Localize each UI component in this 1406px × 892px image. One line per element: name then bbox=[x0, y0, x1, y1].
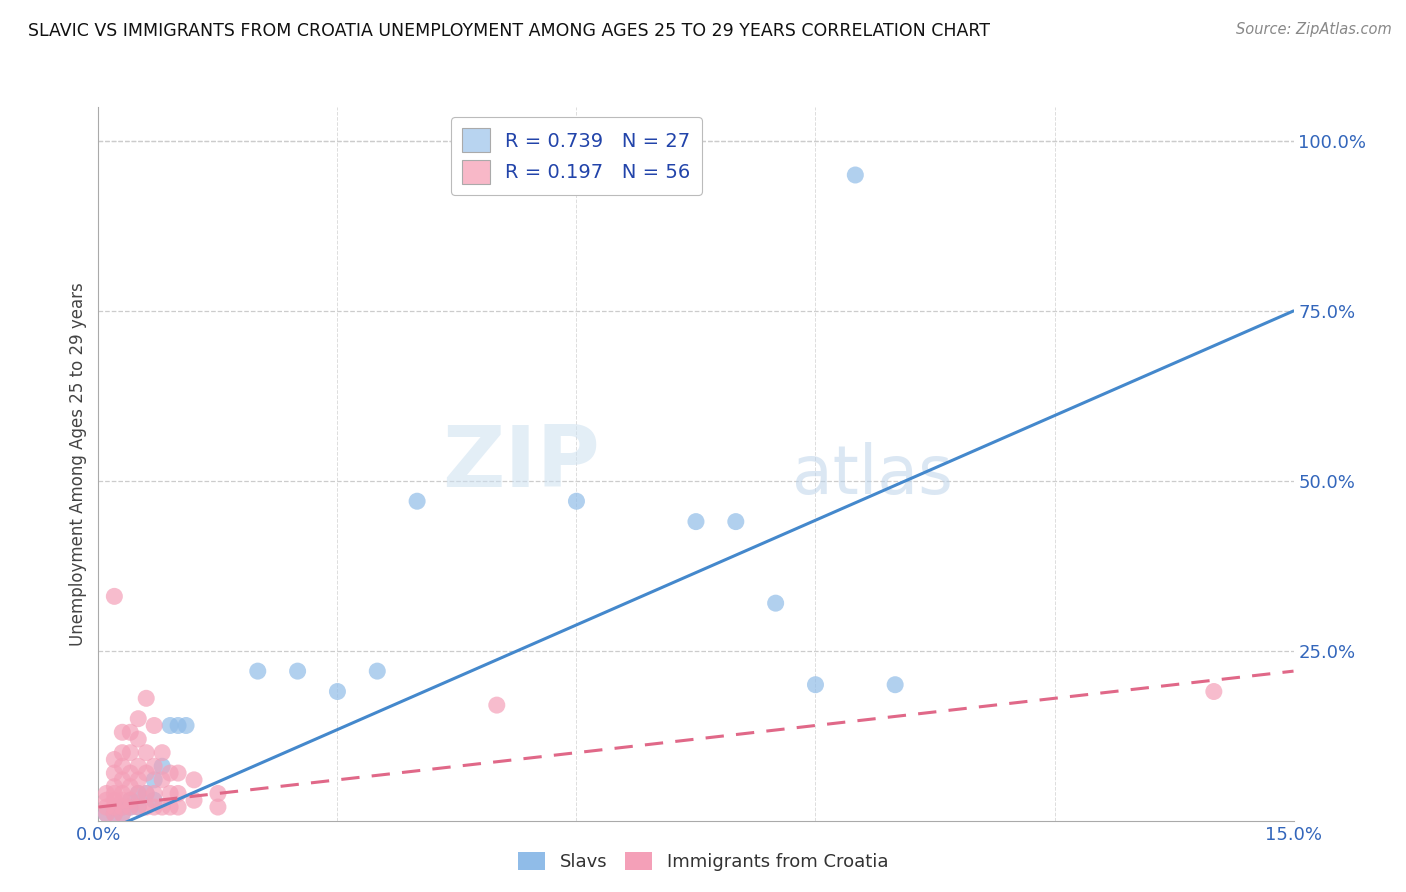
Point bbox=[207, 800, 229, 814]
Point bbox=[167, 787, 190, 801]
Point bbox=[120, 800, 142, 814]
Point bbox=[159, 766, 181, 780]
Point bbox=[143, 718, 166, 732]
Point bbox=[135, 787, 157, 801]
Legend: R = 0.739   N = 27, R = 0.197   N = 56: R = 0.739 N = 27, R = 0.197 N = 56 bbox=[451, 117, 702, 195]
Point bbox=[103, 806, 125, 821]
Point bbox=[111, 787, 134, 801]
Point bbox=[183, 772, 205, 787]
Point bbox=[111, 806, 134, 821]
Point bbox=[685, 515, 707, 529]
Point bbox=[120, 800, 142, 814]
Point bbox=[120, 793, 142, 807]
Point bbox=[111, 800, 134, 814]
Point bbox=[159, 787, 181, 801]
Point bbox=[143, 793, 166, 807]
Point bbox=[111, 793, 134, 807]
Point bbox=[150, 772, 173, 787]
Text: SLAVIC VS IMMIGRANTS FROM CROATIA UNEMPLOYMENT AMONG AGES 25 TO 29 YEARS CORRELA: SLAVIC VS IMMIGRANTS FROM CROATIA UNEMPL… bbox=[28, 22, 990, 40]
Point bbox=[174, 718, 197, 732]
Point bbox=[120, 746, 142, 760]
Point bbox=[135, 787, 157, 801]
Point bbox=[565, 494, 588, 508]
Point bbox=[103, 780, 125, 794]
Text: ZIP: ZIP bbox=[443, 422, 600, 506]
Point bbox=[96, 787, 118, 801]
Point bbox=[120, 766, 142, 780]
Point bbox=[150, 746, 173, 760]
Point bbox=[844, 168, 866, 182]
Text: Source: ZipAtlas.com: Source: ZipAtlas.com bbox=[1236, 22, 1392, 37]
Point bbox=[406, 494, 429, 508]
Point bbox=[143, 800, 166, 814]
Point bbox=[135, 691, 157, 706]
Point bbox=[96, 806, 118, 821]
Point bbox=[143, 787, 166, 801]
Point bbox=[111, 806, 134, 821]
Point bbox=[1202, 684, 1225, 698]
Point bbox=[127, 732, 149, 747]
Point bbox=[765, 596, 787, 610]
Point bbox=[135, 766, 157, 780]
Point bbox=[103, 806, 125, 821]
Point bbox=[167, 718, 190, 732]
Point bbox=[724, 515, 747, 529]
Point bbox=[326, 684, 349, 698]
Point bbox=[183, 793, 205, 807]
Point bbox=[127, 787, 149, 801]
Point bbox=[159, 800, 181, 814]
Point bbox=[127, 800, 149, 814]
Point bbox=[485, 698, 508, 712]
Point bbox=[287, 664, 309, 678]
Point bbox=[96, 800, 118, 814]
Point bbox=[103, 590, 125, 604]
Point bbox=[127, 800, 149, 814]
Point bbox=[143, 759, 166, 773]
Point bbox=[103, 800, 125, 814]
Point bbox=[96, 806, 118, 821]
Point bbox=[103, 787, 125, 801]
Point bbox=[127, 772, 149, 787]
Text: atlas: atlas bbox=[792, 442, 952, 508]
Point bbox=[884, 678, 907, 692]
Point bbox=[366, 664, 388, 678]
Point bbox=[127, 712, 149, 726]
Point bbox=[111, 800, 134, 814]
Point bbox=[120, 725, 142, 739]
Point bbox=[143, 772, 166, 787]
Point bbox=[103, 766, 125, 780]
Point bbox=[150, 759, 173, 773]
Point bbox=[135, 746, 157, 760]
Point bbox=[120, 780, 142, 794]
Y-axis label: Unemployment Among Ages 25 to 29 years: Unemployment Among Ages 25 to 29 years bbox=[69, 282, 87, 646]
Point bbox=[96, 793, 118, 807]
Point bbox=[150, 800, 173, 814]
Point bbox=[127, 759, 149, 773]
Point bbox=[246, 664, 269, 678]
Point bbox=[120, 793, 142, 807]
Legend: Slavs, Immigrants from Croatia: Slavs, Immigrants from Croatia bbox=[510, 845, 896, 879]
Point bbox=[111, 772, 134, 787]
Point bbox=[167, 766, 190, 780]
Point bbox=[111, 746, 134, 760]
Point bbox=[135, 800, 157, 814]
Point bbox=[167, 800, 190, 814]
Point bbox=[127, 787, 149, 801]
Point bbox=[111, 725, 134, 739]
Point bbox=[111, 759, 134, 773]
Point bbox=[103, 752, 125, 766]
Point bbox=[159, 718, 181, 732]
Point bbox=[207, 787, 229, 801]
Point bbox=[103, 793, 125, 807]
Point bbox=[804, 678, 827, 692]
